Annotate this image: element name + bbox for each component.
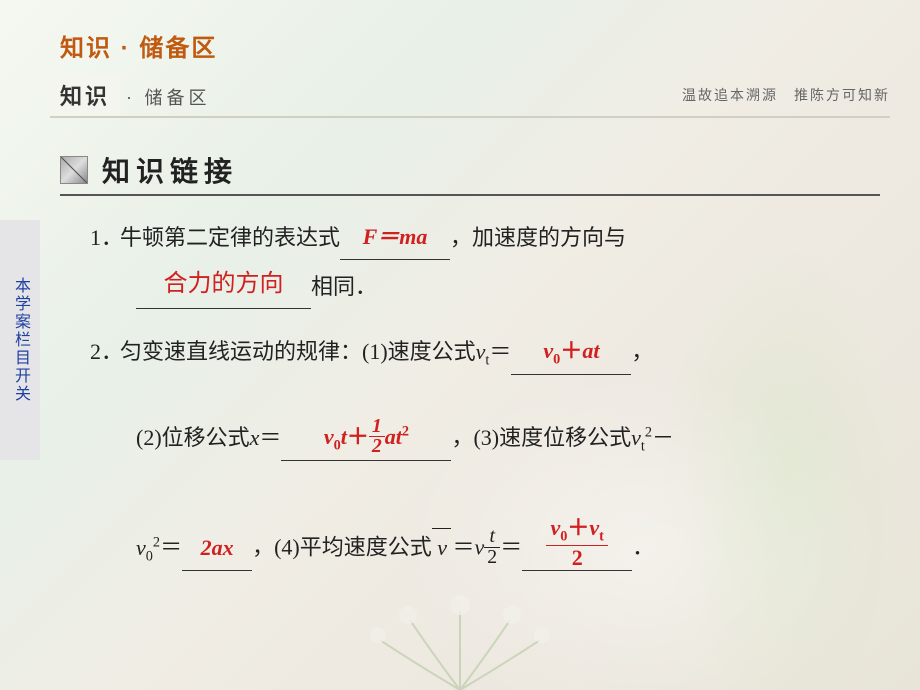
answer: v0t＋12at2 bbox=[324, 424, 409, 449]
header-left: 知识 · 储备区 bbox=[50, 75, 211, 115]
eq: ＝ bbox=[160, 535, 182, 560]
var-v: v bbox=[475, 535, 485, 560]
var-vt: vt bbox=[476, 339, 490, 364]
blank-avg: v0＋vt2 bbox=[522, 516, 632, 571]
fraction: v0＋vt2 bbox=[546, 516, 607, 570]
top-title: 知识 · 储备区 bbox=[60, 28, 217, 63]
answer: F＝ma bbox=[363, 224, 428, 249]
eq: ＝ bbox=[259, 425, 281, 450]
section-title-row: 知识链接 bbox=[60, 150, 880, 196]
header-bar: 知识 · 储备区 温故追本溯源 推陈方可知新 bbox=[50, 78, 890, 118]
blank-velocity: v0＋at bbox=[511, 329, 631, 375]
item-number: 1． bbox=[90, 216, 120, 260]
header-bold: 知识 bbox=[50, 75, 120, 115]
text: ，(4)平均速度公式 bbox=[252, 535, 432, 560]
sidebar-tab[interactable]: 本学案栏目开关 bbox=[0, 220, 40, 460]
text: ． bbox=[632, 535, 654, 560]
text: (2)位移公式 bbox=[136, 425, 250, 450]
blank-fma: F＝ma bbox=[340, 215, 450, 260]
eq: ＝ bbox=[500, 535, 522, 560]
header-sub: · 储备区 bbox=[126, 84, 211, 110]
fraction-t2: t2 bbox=[484, 527, 500, 568]
text: 牛顿第二定律的表达式 bbox=[120, 225, 340, 250]
item-1: 1．牛顿第二定律的表达式 F＝ma ，加速度的方向与 合力的方向 相同． bbox=[90, 215, 880, 309]
answer: v0＋at bbox=[543, 338, 599, 363]
blank-2ax: 2ax bbox=[182, 526, 252, 571]
content-area: 1．牛顿第二定律的表达式 F＝ma ，加速度的方向与 合力的方向 相同． 2．匀变速直… bbox=[90, 215, 880, 591]
section-title: 知识链接 bbox=[102, 156, 238, 187]
item-2: 2．匀变速直线运动的规律：(1)速度公式vt＝v0＋at， (2)位移公式x＝v… bbox=[90, 329, 880, 571]
answer: 2ax bbox=[201, 535, 234, 560]
var-vbar: v bbox=[432, 526, 453, 570]
answer: v0＋vt2 bbox=[546, 528, 607, 553]
text: ， bbox=[631, 339, 653, 364]
header-right: 温故追本溯源 推陈方可知新 bbox=[682, 85, 890, 105]
blank-displacement: v0t＋12at2 bbox=[281, 415, 451, 461]
text: ，(3)速度位移公式 bbox=[451, 425, 631, 450]
text: 匀变速直线运动的规律：(1)速度公式 bbox=[120, 339, 476, 364]
item-number: 2． bbox=[90, 330, 120, 374]
text: ，加速度的方向与 bbox=[450, 225, 626, 250]
var-vt2: vt2 bbox=[631, 425, 652, 450]
eq: ＝ bbox=[489, 339, 511, 364]
var-v02: v02 bbox=[136, 535, 160, 560]
text: 相同． bbox=[311, 274, 377, 299]
eq: ＝ bbox=[453, 535, 475, 560]
var-x: x bbox=[250, 425, 260, 450]
answer: 合力的方向 bbox=[164, 271, 284, 297]
minus: － bbox=[652, 425, 674, 450]
blank-direction: 合力的方向 bbox=[136, 260, 311, 309]
box-icon bbox=[60, 156, 88, 184]
fraction: 12 bbox=[369, 417, 385, 458]
